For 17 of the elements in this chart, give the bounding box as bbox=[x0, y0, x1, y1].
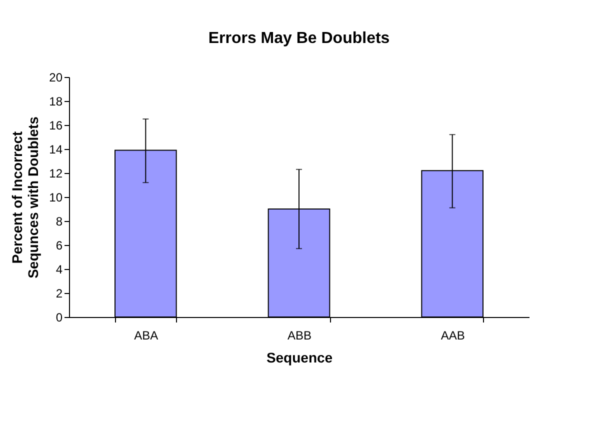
y-tick-label: 6 bbox=[56, 238, 63, 252]
y-tick-label: 14 bbox=[49, 142, 63, 156]
x-tick-label: ABA bbox=[134, 328, 158, 342]
y-tick-label: 16 bbox=[49, 118, 63, 132]
y-tick-label: 12 bbox=[49, 166, 63, 180]
y-tick-label: 20 bbox=[49, 70, 63, 84]
y-tick-label: 10 bbox=[49, 190, 63, 204]
y-tick-label: 18 bbox=[49, 94, 63, 108]
y-tick-label: 8 bbox=[56, 214, 63, 228]
y-axis-title: Percent of Incorrect Sequnces with Doublets bbox=[9, 116, 42, 278]
y-tick-label: 2 bbox=[56, 286, 63, 300]
y-tick-label: 0 bbox=[56, 310, 63, 324]
x-axis-title: Sequence bbox=[266, 350, 333, 366]
y-tick-label: 4 bbox=[56, 262, 63, 276]
x-tick-label: AAB bbox=[440, 328, 465, 342]
chart-title: Errors May Be Doublets bbox=[208, 30, 390, 47]
x-tick-label: ABB bbox=[287, 328, 312, 342]
